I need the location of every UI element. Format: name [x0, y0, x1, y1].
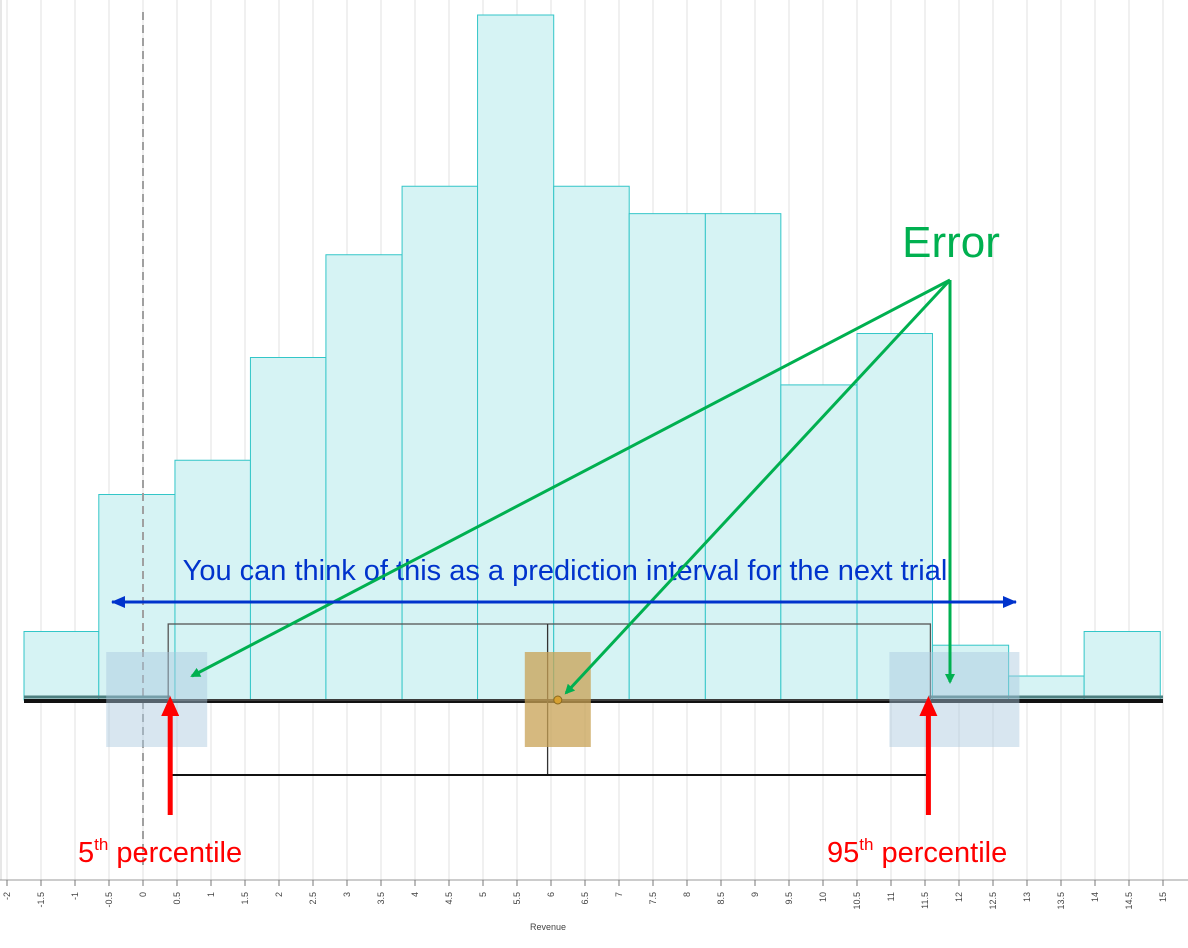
p5-number: 5 — [78, 837, 94, 869]
histogram-bar — [401, 185, 479, 701]
error-arrow — [564, 278, 952, 695]
x-tick-label: 7 — [614, 892, 624, 897]
x-tick-label: -1.5 — [36, 892, 46, 908]
x-tick-label: 2 — [274, 892, 284, 897]
p95-word: percentile — [873, 837, 1007, 869]
histogram-bar — [856, 333, 933, 701]
x-tick-label: 12.5 — [988, 892, 998, 910]
histogram-bar — [23, 631, 100, 701]
histogram-bar — [1083, 631, 1161, 701]
histogram-bars — [23, 14, 1161, 701]
x-tick-label: 14 — [1090, 892, 1100, 902]
p5-error-region — [106, 652, 208, 747]
p5-word: percentile — [108, 837, 242, 869]
x-tick-label: 15 — [1158, 892, 1168, 902]
x-tick-label: 5 — [478, 892, 488, 897]
histogram-bar — [249, 357, 327, 701]
x-tick-label: 1 — [206, 892, 216, 897]
x-axis: -2 -1.5 -1 -0.5 0 0.5 1 1.5 2 2.5 3 3.5 4 4.5 5 5.5 6 6.5… — [0, 879, 1188, 932]
annotations: Error You can think of this as a predict… — [78, 218, 1017, 869]
histogram-bar — [477, 14, 555, 701]
x-tick-label: 8 — [682, 892, 692, 897]
x-axis-title: Revenue — [530, 922, 566, 932]
interval-label: You can think of this as a prediction in… — [183, 555, 948, 587]
x-tick-label: 3.5 — [376, 892, 386, 905]
interval-overlay — [24, 12, 1163, 865]
p95-label: 95th percentile — [827, 835, 1007, 869]
mean-marker — [553, 695, 563, 705]
histogram-bar — [325, 254, 403, 701]
x-tick-label: 0 — [138, 892, 148, 897]
x-tick-label: -2 — [2, 892, 12, 900]
x-tick-label: 13 — [1022, 892, 1032, 902]
x-tick-label: 13.5 — [1056, 892, 1066, 910]
p5-label: 5th percentile — [78, 835, 242, 869]
x-tick-label: -1 — [70, 892, 80, 900]
histogram-bar — [931, 644, 1010, 701]
histogram-bar — [780, 384, 858, 701]
x-tick-label: 1.5 — [240, 892, 250, 905]
x-tick-label: 6 — [546, 892, 556, 897]
p5-suffix: th — [94, 835, 108, 854]
p95-number: 95 — [827, 837, 859, 869]
x-tick-label: 7.5 — [648, 892, 658, 905]
x-tick-label: 11.5 — [920, 892, 930, 909]
x-tick-label: 3 — [342, 892, 352, 897]
x-tick-label: -0.5 — [104, 892, 114, 908]
x-tick-label: 9.5 — [784, 892, 794, 905]
x-tick-label: 14.5 — [1124, 892, 1134, 910]
histogram-bar — [628, 213, 706, 701]
x-tick-label: 4.5 — [444, 892, 454, 905]
x-tick-label: 0.5 — [172, 892, 182, 905]
x-tick-label: 2.5 — [308, 892, 318, 905]
x-tick-label: 6.5 — [580, 892, 590, 905]
error-label: Error — [902, 218, 1000, 267]
x-tick-label: 5.5 — [512, 892, 522, 905]
histogram-bar — [553, 185, 630, 701]
histogram-bar — [704, 213, 782, 701]
error-arrow — [190, 278, 951, 678]
x-tick-label: 4 — [410, 892, 420, 897]
x-tick-label: 12 — [954, 892, 964, 902]
x-tick-label: 10.5 — [852, 892, 862, 910]
x-tick-label: 8.5 — [716, 892, 726, 905]
p95-suffix: th — [859, 835, 873, 854]
x-tick-label: 9 — [750, 892, 760, 897]
histogram-bar — [174, 459, 251, 701]
x-tick-label: 10 — [818, 892, 828, 902]
p95-error-region — [889, 652, 1020, 747]
x-tick-label: 11 — [886, 892, 896, 901]
